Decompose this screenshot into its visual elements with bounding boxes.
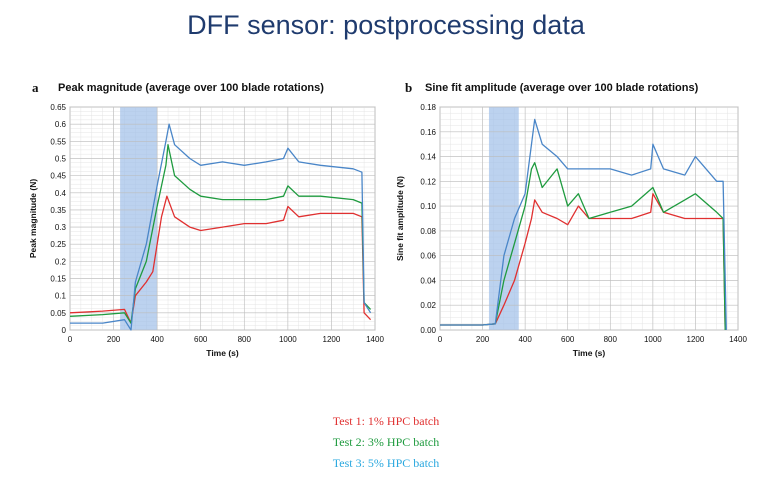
x-tick-label: 1200 xyxy=(687,335,705,344)
y-tick-label: 0.6 xyxy=(55,120,67,129)
x-tick-label: 400 xyxy=(150,335,164,344)
y-tick-label: 0.45 xyxy=(50,172,66,181)
x-axis-label: Time (s) xyxy=(573,348,606,358)
y-tick-label: 0 xyxy=(62,326,67,335)
y-tick-label: 0.1 xyxy=(55,292,67,301)
x-tick-label: 1200 xyxy=(323,335,341,344)
x-tick-label: 1000 xyxy=(279,335,297,344)
shaded-region xyxy=(488,107,519,330)
legend-entry: Test 1: 1% HPC batch xyxy=(333,414,439,428)
x-tick-label: 600 xyxy=(561,335,575,344)
y-tick-label: 0.65 xyxy=(50,103,66,112)
x-tick-label: 200 xyxy=(107,335,121,344)
panel-letter: b xyxy=(405,80,412,95)
x-tick-label: 200 xyxy=(476,335,490,344)
y-tick-label: 0.10 xyxy=(420,202,436,211)
x-tick-label: 1000 xyxy=(644,335,662,344)
y-tick-label: 0.18 xyxy=(420,103,436,112)
y-axis-label: Peak magnitude (N) xyxy=(28,179,38,259)
y-tick-label: 0.00 xyxy=(420,326,436,335)
y-axis-label: Sine fit amplitude (N) xyxy=(395,176,405,261)
chart-peak-magnitude: a Peak magnitude (average over 100 blade … xyxy=(28,80,384,358)
legend: Test 1: 1% HPC batch Test 2: 3% HPC batch… xyxy=(333,414,439,470)
legend-entry: Test 3: 5% HPC batch xyxy=(333,456,439,470)
x-tick-label: 1400 xyxy=(729,335,747,344)
panel-letter: a xyxy=(32,80,39,95)
y-tick-label: 0.15 xyxy=(50,275,66,284)
series-line-3 xyxy=(70,123,372,331)
y-tick-label: 0.35 xyxy=(50,206,66,215)
x-tick-label: 800 xyxy=(238,335,252,344)
chart-title: Sine fit amplitude (average over 100 bla… xyxy=(425,82,699,94)
y-tick-label: 0.25 xyxy=(50,240,66,249)
x-tick-label: 400 xyxy=(518,335,532,344)
x-tick-label: 800 xyxy=(604,335,618,344)
y-tick-label: 0.14 xyxy=(420,153,436,162)
y-tick-label: 0.08 xyxy=(420,227,436,236)
series-line-1 xyxy=(440,193,726,331)
chart-title: Peak magnitude (average over 100 blade r… xyxy=(58,82,324,94)
x-tick-label: 0 xyxy=(438,335,443,344)
x-tick-label: 1400 xyxy=(366,335,384,344)
x-tick-label: 600 xyxy=(194,335,208,344)
x-axis-label: Time (s) xyxy=(206,348,239,358)
y-tick-label: 0.04 xyxy=(420,276,436,285)
y-tick-label: 0.06 xyxy=(420,252,436,261)
x-tick-label: 0 xyxy=(68,335,73,344)
slide-title: DFF sensor: postprocessing data xyxy=(187,10,586,40)
y-tick-label: 0.55 xyxy=(50,137,66,146)
y-tick-label: 0.12 xyxy=(420,177,436,186)
y-tick-label: 0.16 xyxy=(420,128,436,137)
series-line-2 xyxy=(440,162,726,331)
chart-sine-fit-amplitude: b Sine fit amplitude (average over 100 bl… xyxy=(395,80,747,358)
y-tick-label: 0.5 xyxy=(55,154,67,163)
legend-entry: Test 2: 3% HPC batch xyxy=(333,435,439,449)
y-tick-label: 0.2 xyxy=(55,257,67,266)
y-tick-label: 0.4 xyxy=(55,189,67,198)
y-tick-label: 0.02 xyxy=(420,301,436,310)
y-tick-label: 0.05 xyxy=(50,309,66,318)
y-tick-label: 0.3 xyxy=(55,223,67,232)
series-line-3 xyxy=(440,118,727,331)
